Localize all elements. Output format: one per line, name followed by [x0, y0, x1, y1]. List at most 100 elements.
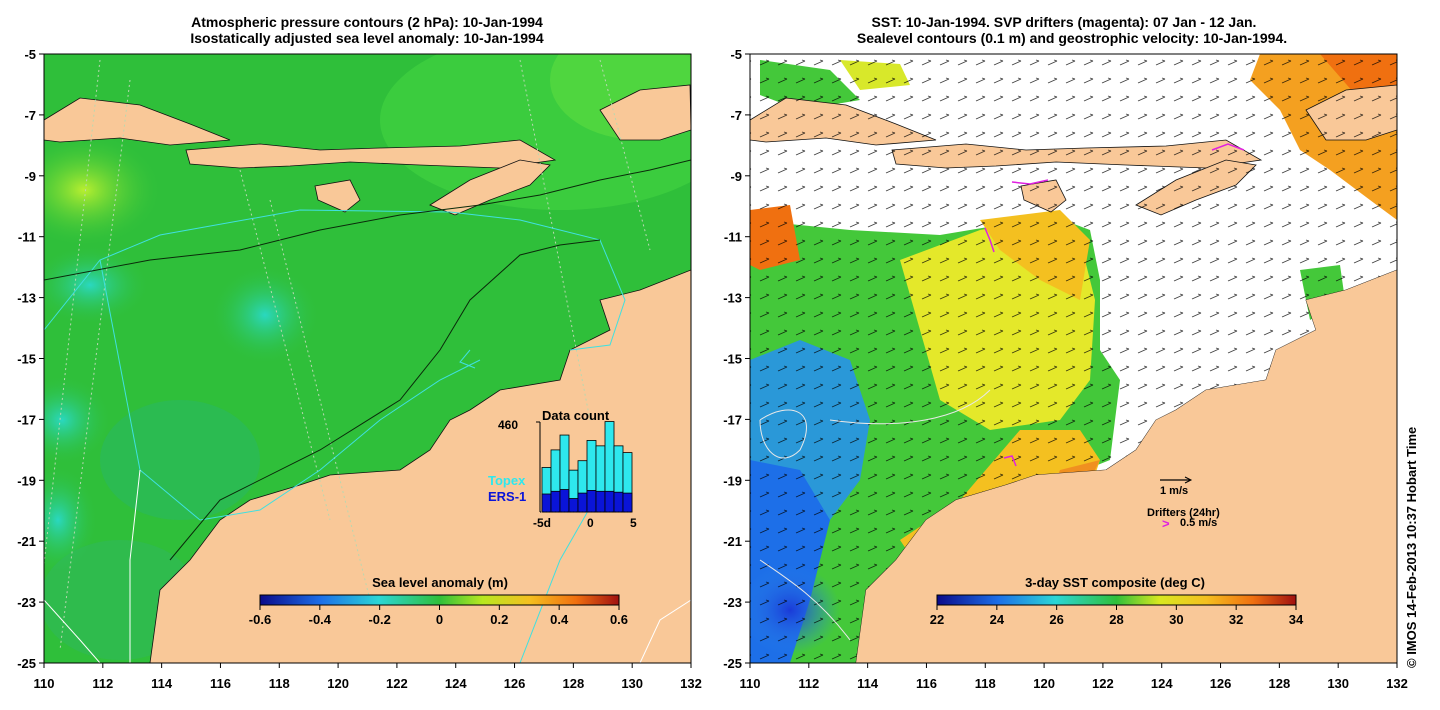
- x-tick-label: 130: [1327, 676, 1349, 691]
- x-tick-label: 116: [916, 676, 937, 691]
- y-tick-label: -5: [24, 47, 36, 62]
- ers1-bar: [586, 489, 597, 513]
- x-tick-label: 114: [857, 676, 879, 691]
- ers1-bar: [595, 490, 606, 513]
- y-tick-label: -15: [723, 352, 742, 367]
- x-tick-label: 122: [386, 676, 408, 691]
- x-tick-label: 112: [92, 676, 113, 691]
- x-tick-label: 114: [151, 676, 173, 691]
- colorbar-tick-label: -0.2: [368, 612, 390, 627]
- y-tick-label: -9: [24, 169, 36, 184]
- colorbar-tick-label: 0.6: [610, 612, 628, 627]
- ers1-bar: [613, 491, 624, 513]
- x-tick-label: 110: [740, 676, 761, 691]
- sst-map: [750, 54, 1397, 663]
- x-tick-label: 112: [798, 676, 819, 691]
- colorbar-tick-label: 30: [1169, 612, 1183, 627]
- sst-colorbar: 3-day SST composite (deg C) 22 24 26 28 30 32…: [930, 575, 1304, 627]
- x-tick-label: 132: [680, 676, 702, 691]
- ers1-bar: [541, 493, 552, 513]
- y-tick-label: -19: [17, 473, 36, 488]
- x-tick-label: 118: [269, 676, 290, 691]
- credit-text: © IMOS 14-Feb-2013 10:37 Hobart Time: [1404, 427, 1419, 668]
- colorbar-tick-label: 0.2: [490, 612, 508, 627]
- data-count-xtick-start: -5d: [533, 516, 551, 530]
- y-tick-label: -21: [723, 534, 742, 549]
- drifters-legend-title: Drifters (24hr): [1147, 507, 1220, 519]
- right-title-line2: Sealevel contours (0.1 m) and geostrophi…: [857, 30, 1287, 46]
- data-count-xtick-end: 5: [630, 516, 637, 530]
- colorbar-tick-label: 0: [436, 612, 443, 627]
- left-title-line2: Isostatically adjusted sea level anomaly…: [190, 30, 544, 46]
- sla-colorbar-ramp: [259, 594, 620, 606]
- right-axes: 110 112 114 116 118 120 122 124 126 128 130 132 -5 -7…: [723, 47, 1408, 691]
- data-count-inset: Data count 460 Topex ERS-1 -5d 0 5: [488, 408, 637, 530]
- right-title-line1: SST: 10-Jan-1994. SVP drifters (magenta)…: [872, 14, 1257, 30]
- y-tick-label: -19: [723, 473, 742, 488]
- sla-high-anomaly: [44, 135, 159, 245]
- colorbar-tick-label: 26: [1049, 612, 1063, 627]
- topex-legend-label: Topex: [488, 473, 526, 488]
- y-tick-label: -11: [724, 230, 742, 245]
- left-title-line1: Atmospheric pressure contours (2 hPa): 1…: [191, 14, 543, 30]
- colorbar-tick-label: 0.4: [550, 612, 569, 627]
- colorbar-tick-label: 32: [1229, 612, 1243, 627]
- x-tick-label: 116: [210, 676, 231, 691]
- data-count-title: Data count: [542, 408, 610, 423]
- data-count-max-label: 460: [498, 418, 518, 432]
- velocity-legend: 1 m/s Drifters (24hr) > 0.5 m/s: [1147, 476, 1220, 531]
- colorbar-tick-label: 22: [930, 612, 944, 627]
- data-count-xtick-mid: 0: [587, 516, 594, 530]
- ers1-bar: [604, 490, 615, 513]
- x-tick-label: 120: [1033, 676, 1055, 691]
- y-tick-label: -17: [723, 412, 742, 427]
- sst-colorbar-title: 3-day SST composite (deg C): [1025, 575, 1205, 590]
- ers1-bar: [568, 498, 579, 513]
- ers1-bar: [550, 490, 561, 513]
- ers1-bar: [577, 492, 588, 513]
- sea-level-anomaly-map: [44, 54, 691, 663]
- australia-landmass: [149, 269, 691, 663]
- y-tick-label: -13: [723, 291, 742, 306]
- left-axes: 110 112 114 116 118 120 122 124 126 128 130 132 -5 -7…: [17, 47, 702, 691]
- colorbar-tick-label: 24: [990, 612, 1005, 627]
- svp-drifter-tracks: [984, 143, 1245, 467]
- x-tick-label: 128: [563, 676, 585, 691]
- y-tick-label: -15: [17, 352, 36, 367]
- x-tick-label: 126: [1210, 676, 1232, 691]
- y-tick-label: -23: [17, 595, 36, 610]
- y-tick-label: -21: [17, 534, 36, 549]
- y-tick-label: -7: [24, 108, 36, 123]
- y-tick-label: -25: [723, 656, 742, 671]
- land-masses: [44, 84, 691, 663]
- y-tick-label: -13: [17, 291, 36, 306]
- x-tick-label: 122: [1092, 676, 1114, 691]
- y-tick-label: -17: [17, 412, 36, 427]
- ers1-legend-label: ERS-1: [488, 489, 526, 504]
- x-tick-label: 124: [1151, 676, 1173, 691]
- y-tick-label: -25: [17, 656, 36, 671]
- x-tick-label: 126: [504, 676, 526, 691]
- sst-colorbar-ramp: [936, 594, 1297, 606]
- x-tick-label: 124: [445, 676, 467, 691]
- y-tick-label: -23: [723, 595, 742, 610]
- ers1-bar: [559, 489, 570, 513]
- colorbar-tick-label: -0.6: [249, 612, 271, 627]
- x-tick-label: 130: [621, 676, 643, 691]
- y-tick-label: -7: [730, 108, 742, 123]
- y-tick-label: -9: [730, 169, 742, 184]
- x-tick-label: 110: [34, 676, 55, 691]
- ers1-bar: [622, 492, 633, 513]
- y-tick-label: -11: [18, 230, 36, 245]
- colorbar-tick-label: 34: [1289, 612, 1304, 627]
- colorbar-tick-label: -0.4: [309, 612, 332, 627]
- y-tick-label: -5: [730, 47, 742, 62]
- data-count-bars: [536, 421, 633, 513]
- x-tick-label: 118: [975, 676, 996, 691]
- x-tick-label: 132: [1386, 676, 1408, 691]
- velocity-scale-label: 1 m/s: [1160, 485, 1188, 497]
- sla-colorbar: Sea level anomaly (m) -0.6 -0.4 -0.2 0 0.2 0.…: [249, 575, 628, 627]
- colorbar-tick-label: 28: [1109, 612, 1123, 627]
- drifter-arrow-icon: >: [1162, 516, 1170, 531]
